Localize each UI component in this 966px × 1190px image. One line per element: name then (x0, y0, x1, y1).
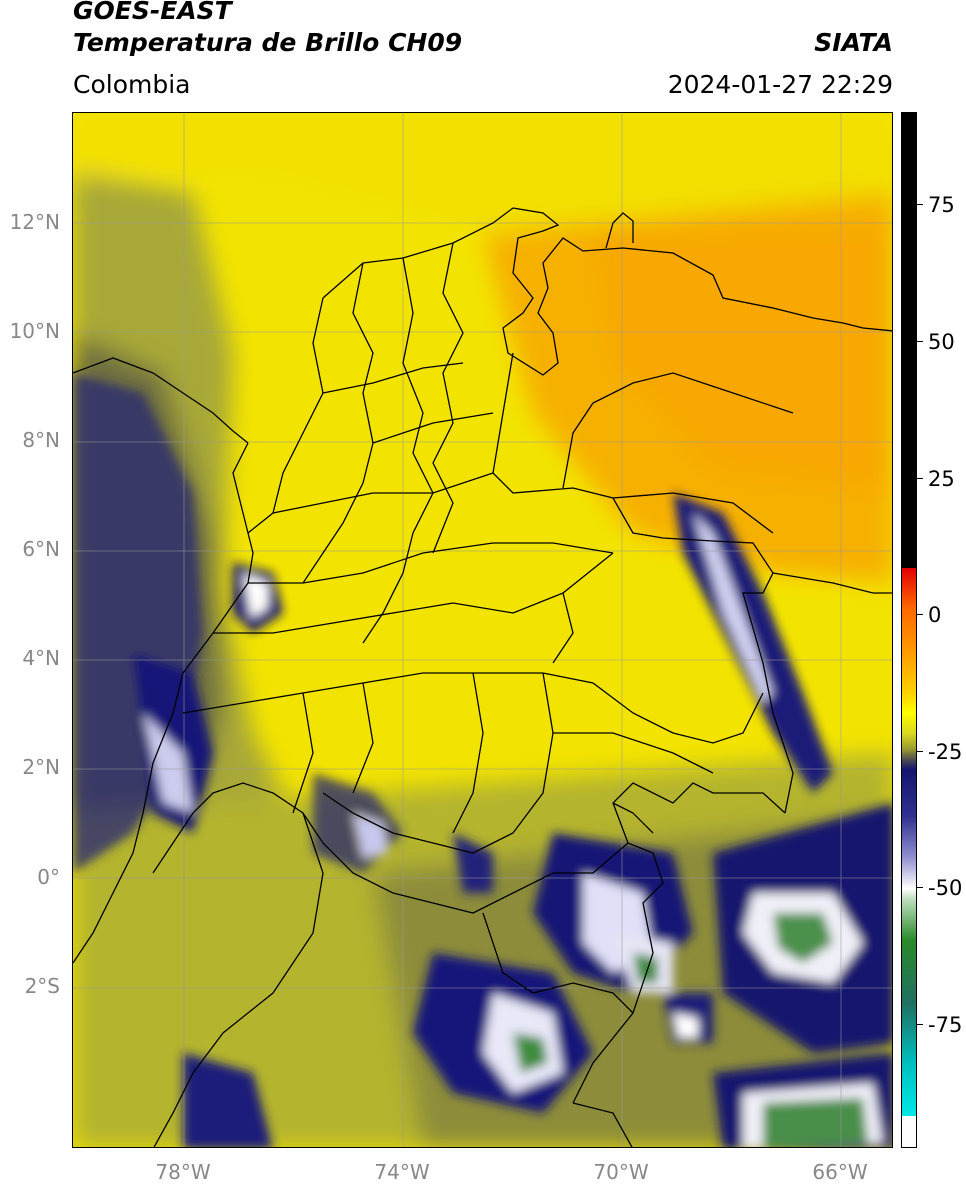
colorbar-tick (917, 887, 923, 888)
colorbar-label-25: 25 (928, 467, 955, 491)
colorbar-label-0: 0 (928, 603, 942, 627)
lat-label-4n: 4°N (22, 646, 60, 670)
colorbar-label-neg75: -75 (928, 1013, 963, 1037)
map-gridlines (73, 113, 892, 1147)
colorbar-tick (917, 478, 923, 479)
colorbar-label-50: 50 (928, 330, 955, 354)
lat-label-10n: 10°N (9, 319, 60, 343)
lat-label-2s: 2°S (24, 974, 60, 998)
lat-label-8n: 8°N (22, 428, 60, 452)
colorbar-tick (917, 751, 923, 752)
title-product: Temperatura de Brillo CH09 (73, 28, 463, 57)
colorbar-label-75: 75 (928, 193, 955, 217)
colorbar-tick (917, 204, 923, 205)
lon-label-66w: 66°W (812, 1160, 868, 1184)
country-borders (73, 207, 892, 1147)
colorbar-tick (917, 1024, 923, 1025)
lat-label-6n: 6°N (22, 537, 60, 561)
satellite-map (72, 112, 893, 1148)
lat-label-12n: 12°N (9, 210, 60, 234)
colorbar-label-neg25: -25 (928, 740, 963, 764)
lat-label-2n: 2°N (22, 755, 60, 779)
lon-label-78w: 78°W (155, 1160, 211, 1184)
colorbar-tick (917, 341, 923, 342)
lon-label-70w: 70°W (593, 1160, 649, 1184)
lat-label-0: 0° (37, 865, 60, 889)
title-satellite: GOES-EAST (73, 0, 232, 25)
colorbar (901, 112, 917, 1148)
organization-label: SIATA (814, 28, 893, 57)
map-canvas (73, 113, 892, 1147)
colorbar-label-neg50: -50 (928, 876, 963, 900)
datetime-label: 2024-01-27 22:29 (667, 70, 893, 99)
region-label: Colombia (73, 70, 191, 99)
colorbar-tick (917, 614, 923, 615)
lon-label-74w: 74°W (374, 1160, 430, 1184)
